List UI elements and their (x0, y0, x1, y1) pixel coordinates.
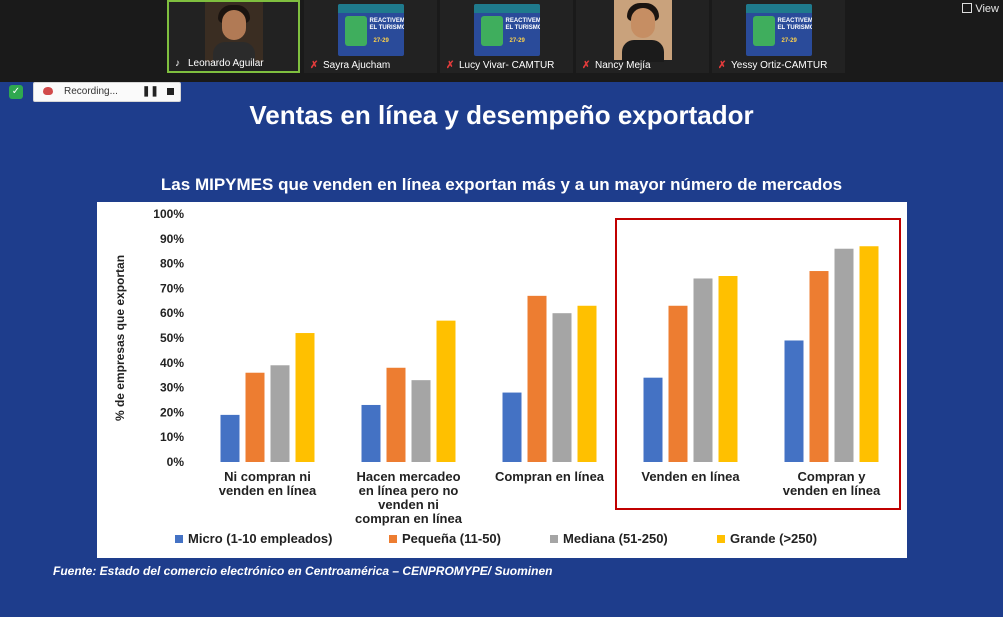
bar-chart: 0% 10% 20% 30% 40% 50% 60% 70% 80% 90% 100% % de em… (113, 207, 901, 546)
legend-swatch (550, 535, 558, 543)
y-tick-label: 30% (160, 381, 184, 395)
bar (859, 246, 879, 462)
bar (718, 276, 738, 462)
bar (386, 367, 406, 462)
y-tick-label: 10% (160, 430, 184, 444)
pause-recording-button[interactable]: ❚❚ (142, 86, 159, 97)
x-tick-label: Ni compran ni (224, 469, 311, 484)
bar (436, 320, 456, 462)
bar (220, 414, 240, 462)
legend-label: Micro (1-10 empleados) (188, 531, 333, 546)
recording-indicator (33, 82, 181, 102)
bar (245, 372, 265, 462)
participant-tile-nancy[interactable]: ✗ Nancy Mejía (576, 0, 709, 73)
bar (502, 392, 522, 462)
participant-tile-yessy[interactable]: REACTIVEMOS EL TURISMO27-29 ✗Yessy Ortiz… (712, 0, 845, 73)
bar (834, 248, 854, 462)
bar (411, 380, 431, 462)
x-tick-label: venden en línea (783, 483, 881, 498)
recording-label: Recording... (64, 86, 118, 97)
source-note: Fuente: Estado del comercio electrónico … (53, 564, 553, 578)
bar (552, 313, 572, 462)
y-tick-label: 0% (167, 455, 185, 469)
legend-swatch (717, 535, 725, 543)
participant-video (204, 2, 263, 64)
event-logo-thumbnail: REACTIVEMOS EL TURISMO27-29 (745, 4, 812, 56)
bar (784, 340, 804, 462)
bar (527, 295, 547, 462)
video-strip: ♪Leonardo Aguilar REACTIVEMOS EL TURISMO… (0, 0, 1003, 82)
bar (361, 404, 381, 462)
highlight-frame (615, 218, 901, 510)
x-tick-label: Compran y (798, 469, 867, 484)
chart-area: 0% 10% 20% 30% 40% 50% 60% 70% 80% 90% 100% % de em… (97, 202, 907, 558)
y-tick-label: 50% (160, 331, 184, 345)
legend-label: Mediana (51-250) (563, 531, 668, 546)
participant-name: ✗ Nancy Mejía (582, 60, 651, 71)
event-logo-thumbnail: REACTIVEMOS EL TURISMO27-29 (337, 4, 404, 56)
grid-icon (962, 3, 973, 13)
y-tick-label: 100% (153, 207, 184, 221)
bar (643, 377, 663, 462)
bar (295, 333, 315, 462)
y-tick-label: 70% (160, 281, 184, 295)
x-tick-label: Venden en línea (641, 469, 740, 484)
participant-tile-lucy[interactable]: REACTIVEMOS EL TURISMO27-29 ✗Lucy Vivar-… (440, 0, 573, 73)
mic-muted-icon: ✗ (582, 60, 591, 71)
mic-muted-icon: ✗ (310, 60, 319, 71)
chart-subtitle: Las MIPYMES que venden en línea exportan… (160, 175, 843, 194)
participant-name: ✗ Yessy Ortiz-CAMTUR (718, 60, 828, 71)
x-tick-label: venden en línea (219, 483, 317, 498)
y-axis-label: % de empresas que exportan (113, 255, 127, 421)
legend-label: Pequeña (11-50) (402, 531, 501, 546)
y-tick-label: 40% (160, 356, 184, 370)
bar (809, 271, 829, 462)
x-tick-label: Hacen mercadeo (356, 469, 460, 484)
participant-video (613, 0, 672, 62)
mic-on-icon: ♪ (175, 58, 180, 69)
view-button[interactable]: View (962, 3, 999, 15)
participant-name: ✗ Lucy Vivar- CAMTUR (446, 60, 555, 71)
mic-muted-icon: ✗ (718, 60, 727, 71)
x-tick-label: Compran en línea (495, 469, 605, 484)
x-tick-label: venden ni (378, 497, 439, 512)
x-tick-label: en línea pero no (359, 483, 459, 498)
cloud-record-icon (43, 87, 53, 95)
bar (270, 365, 290, 462)
bar (577, 305, 597, 462)
legend-swatch (389, 535, 397, 543)
y-tick-label: 60% (160, 306, 184, 320)
y-tick-label: 80% (160, 257, 184, 271)
y-tick-label: 90% (160, 232, 184, 246)
participant-name: ♪ Leonardo Aguilar (175, 58, 264, 69)
participant-tile-leonardo[interactable]: ♪ Leonardo Aguilar (167, 0, 300, 73)
bar (693, 278, 713, 462)
y-tick-label: 20% (160, 405, 184, 419)
mic-muted-icon: ✗ (446, 60, 455, 71)
participant-tile-sayra[interactable]: REACTIVEMOS EL TURISMO27-29 ✗Sayra Ajuch… (304, 0, 437, 73)
stop-recording-button[interactable] (167, 88, 174, 95)
legend-label: Grande (>250) (730, 531, 817, 546)
legend-swatch (175, 535, 183, 543)
x-tick-label: compran en línea (355, 511, 463, 526)
security-shield-icon[interactable]: ✓ (9, 85, 23, 99)
bar (668, 305, 688, 462)
slide-title: Ventas en línea y desempeño exportador (249, 100, 754, 130)
event-logo-thumbnail: REACTIVEMOS EL TURISMO27-29 (473, 4, 540, 56)
participant-name: ✗ Sayra Ajucham (310, 60, 391, 71)
